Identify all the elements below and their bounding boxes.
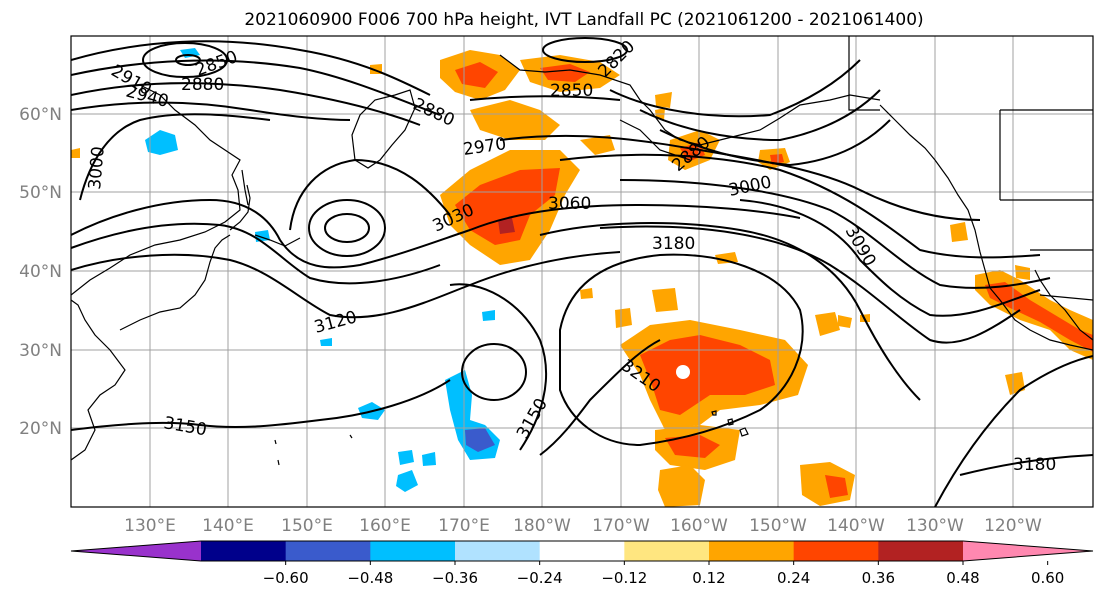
colorbar-tick-label: −0.48 (347, 569, 393, 587)
lon-label: 140°E (202, 516, 254, 536)
lon-label: 170°W (592, 516, 650, 536)
longitude-labels: 130°E 140°E 150°E 160°E 170°E 180°W 170°… (124, 516, 1042, 536)
colorbar-segment (539, 541, 625, 561)
latitude-labels: 60°N 50°N 40°N 30°N 20°N (19, 105, 62, 439)
lon-label: 130°W (906, 516, 964, 536)
ivt-negative-shading (145, 48, 500, 492)
lon-label: 140°W (827, 516, 885, 536)
colorbar-tick-label: −0.24 (517, 569, 563, 587)
colorbar-segment (878, 541, 964, 561)
lat-label: 50°N (19, 183, 62, 203)
colorbar-segment (793, 541, 879, 561)
colorbar-segment (285, 541, 371, 561)
colorbar-tick-label: 0.12 (692, 569, 725, 587)
graticule (71, 36, 1093, 507)
colorbar-segment (624, 541, 710, 561)
colorbar-segment (370, 541, 456, 561)
colorbar-tick-label: −0.36 (432, 569, 478, 587)
lon-label: 160°E (359, 516, 411, 536)
contour-label: 2880 (181, 75, 224, 95)
lat-label: 20°N (19, 419, 62, 439)
colorbar-tick-label: 0.24 (777, 569, 810, 587)
colorbar-outline (70, 540, 1094, 562)
colorbar-segment (201, 541, 287, 561)
colorbar-extend-high (963, 541, 1093, 561)
colorbar-tick-label: 0.36 (862, 569, 895, 587)
lon-label: 150°E (281, 516, 333, 536)
colorbar-segment (455, 541, 541, 561)
colorbar-segment (709, 541, 795, 561)
colorbar-tick-label: −0.60 (263, 569, 309, 587)
contour-label: 3060 (548, 194, 591, 214)
contour-label: 2850 (550, 81, 593, 101)
lon-label: 120°W (984, 516, 1042, 536)
lon-label: 170°E (438, 516, 490, 536)
lon-label: 160°W (670, 516, 728, 536)
colorbar-extend-low (71, 541, 201, 561)
map-title: 2021060900 F006 700 hPa height, IVT Land… (244, 10, 923, 30)
contour-label: 3180 (1013, 455, 1056, 475)
colorbar-tick-label: 0.48 (946, 569, 979, 587)
colorbar: −0.60 −0.48 −0.36 −0.24 −0.12 0.12 0.24 0.36 0.4… (70, 540, 1094, 587)
lat-label: 30°N (19, 341, 62, 361)
lon-label: 180°W (513, 516, 571, 536)
height-contours (71, 37, 1093, 507)
lat-label: 60°N (19, 105, 62, 125)
lon-label: 150°W (749, 516, 807, 536)
colorbar-tick-label: 0.60 (1031, 569, 1064, 587)
map-frame (70, 35, 1094, 508)
colorbar-tick-label: −0.12 (601, 569, 647, 587)
lon-label: 130°E (124, 516, 176, 536)
contour-label: 3180 (652, 234, 695, 254)
map-panel (71, 36, 1093, 507)
ivt-positive-shading (71, 50, 1093, 507)
lat-label: 40°N (19, 262, 62, 282)
contour-label: 3000 (85, 146, 109, 191)
